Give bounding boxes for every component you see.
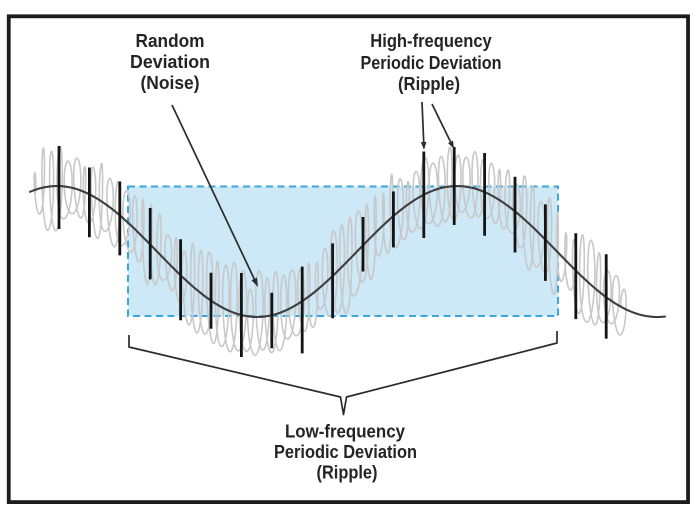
svg-text:Low-frequency: Low-frequency bbox=[285, 422, 405, 442]
svg-text:High-frequency: High-frequency bbox=[370, 31, 492, 51]
svg-text:Periodic Deviation: Periodic Deviation bbox=[361, 53, 502, 73]
svg-text:Periodic Deviation: Periodic Deviation bbox=[274, 442, 417, 462]
svg-text:Deviation: Deviation bbox=[130, 52, 210, 72]
svg-text:(Ripple): (Ripple) bbox=[398, 74, 460, 94]
svg-text:(Noise): (Noise) bbox=[141, 73, 200, 93]
svg-text:Random: Random bbox=[136, 31, 205, 51]
svg-text:(Ripple): (Ripple) bbox=[317, 463, 378, 483]
